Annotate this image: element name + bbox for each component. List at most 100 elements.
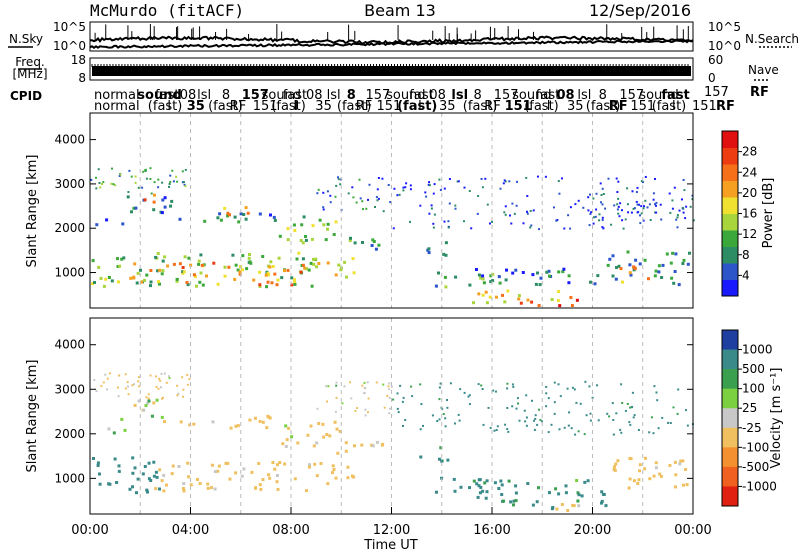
sparse-cell bbox=[334, 195, 337, 198]
sparse-cell bbox=[583, 433, 586, 436]
sparse-cell bbox=[568, 411, 571, 414]
sparse-cell bbox=[509, 214, 511, 217]
sparse-cell bbox=[110, 182, 113, 185]
data-cell bbox=[163, 205, 167, 209]
data-cell bbox=[352, 271, 356, 275]
velocity-colorbar-swatch bbox=[722, 486, 738, 507]
sparse-cell bbox=[482, 423, 485, 426]
sparse-cell bbox=[388, 388, 391, 391]
sparse-cell bbox=[145, 396, 148, 399]
data-cell bbox=[322, 435, 326, 439]
data-cell bbox=[674, 473, 678, 477]
data-cell bbox=[521, 271, 525, 274]
cpid-token: 8 bbox=[347, 88, 356, 103]
sparse-cell bbox=[335, 384, 338, 387]
data-cell bbox=[343, 260, 347, 264]
sparse-cell bbox=[630, 211, 633, 214]
sparse-cell bbox=[499, 187, 502, 190]
power-colorbar-ticks: 4 8 12 16 20 24 28 bbox=[738, 145, 757, 282]
data-cell bbox=[562, 267, 566, 271]
data-cell bbox=[638, 469, 641, 473]
data-cell bbox=[163, 420, 166, 424]
data-cell bbox=[181, 266, 185, 269]
data-cell bbox=[145, 273, 149, 277]
sparse-cell bbox=[661, 416, 664, 419]
data-cell bbox=[157, 280, 160, 284]
sparse-cell bbox=[443, 220, 446, 223]
sparse-cell bbox=[682, 179, 685, 181]
sparse-cell bbox=[119, 173, 122, 176]
x-tick-label: 00:00 bbox=[674, 523, 711, 538]
sparse-cell bbox=[675, 218, 678, 221]
sparse-cell bbox=[636, 211, 639, 214]
data-cell bbox=[105, 218, 109, 222]
data-cell bbox=[661, 263, 665, 267]
data-cell bbox=[308, 463, 311, 467]
data-cell bbox=[187, 256, 191, 260]
sparse-cell bbox=[676, 216, 679, 219]
sparse-cell bbox=[533, 428, 536, 431]
data-cell bbox=[143, 465, 147, 468]
data-cell bbox=[351, 257, 355, 261]
sparse-cell bbox=[419, 383, 422, 386]
sparse-cell bbox=[477, 195, 480, 197]
data-cell bbox=[503, 300, 507, 304]
data-cell bbox=[312, 262, 316, 266]
data-cell bbox=[122, 256, 126, 260]
data-cell bbox=[198, 280, 202, 284]
sparse-cell bbox=[691, 198, 694, 201]
cpid-token: RF bbox=[230, 99, 247, 114]
sparse-cell bbox=[534, 414, 537, 417]
data-cell bbox=[336, 451, 340, 455]
sparse-cell bbox=[124, 387, 127, 390]
cpid-token: 35 bbox=[439, 99, 456, 114]
sparse-cell bbox=[487, 406, 490, 409]
sparse-cell bbox=[657, 427, 660, 430]
sparse-cell bbox=[102, 181, 105, 184]
data-cell bbox=[248, 418, 252, 422]
sparse-cell bbox=[355, 201, 358, 204]
sparse-cell bbox=[566, 387, 569, 390]
data-cell bbox=[526, 298, 530, 302]
sparse-cell bbox=[409, 220, 411, 223]
sparse-cell bbox=[470, 227, 473, 230]
data-cell bbox=[198, 482, 202, 485]
sparse-cell bbox=[402, 425, 404, 427]
sparse-cell bbox=[361, 384, 364, 387]
sparse-cell bbox=[677, 388, 680, 391]
cpid-token: (fast) bbox=[208, 99, 243, 114]
data-cell bbox=[374, 247, 378, 251]
data-cell bbox=[479, 485, 483, 489]
sparse-cell bbox=[387, 184, 390, 186]
sparse-cell bbox=[150, 192, 153, 195]
data-cell bbox=[131, 471, 135, 475]
sparse-cell bbox=[617, 197, 620, 200]
sparse-cell bbox=[507, 430, 510, 433]
sparse-cell bbox=[642, 219, 645, 222]
power-data bbox=[90, 167, 695, 308]
data-cell bbox=[146, 490, 149, 494]
cpid-token: 151 bbox=[505, 99, 532, 114]
y-tick-label: 3000 bbox=[54, 382, 85, 396]
sparse-cell bbox=[420, 403, 423, 406]
data-cell bbox=[304, 238, 308, 242]
data-cell bbox=[335, 427, 339, 431]
data-cell bbox=[158, 282, 161, 286]
data-cell bbox=[249, 261, 253, 265]
data-cell bbox=[477, 292, 481, 296]
data-cell bbox=[444, 241, 448, 245]
sparse-cell bbox=[155, 375, 157, 378]
data-cell bbox=[247, 256, 251, 260]
data-cell bbox=[152, 200, 156, 204]
sparse-cell bbox=[392, 227, 395, 230]
data-cell bbox=[550, 298, 554, 301]
cpid-token: 35 bbox=[187, 99, 205, 114]
power-y-axis-label: Slant Range [km] bbox=[25, 155, 40, 268]
data-cell bbox=[654, 466, 658, 470]
data-cell bbox=[258, 283, 262, 287]
sparse-cell bbox=[626, 402, 629, 405]
sparse-cell bbox=[168, 375, 170, 378]
freq-tick-low: 8 bbox=[78, 71, 86, 85]
sparse-cell bbox=[585, 414, 588, 417]
cpid-token: RF bbox=[609, 99, 628, 114]
